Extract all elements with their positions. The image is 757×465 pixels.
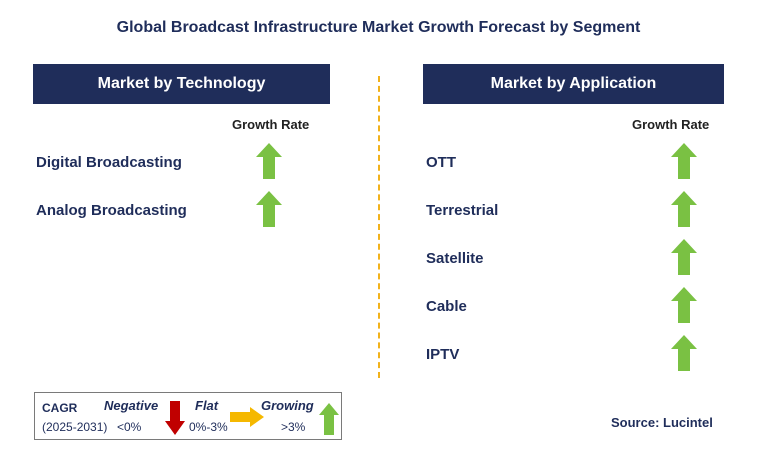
technology-growth-rate-label: Growth Rate xyxy=(232,117,310,132)
application-item-cable: Cable xyxy=(426,298,467,315)
up-arrow-icon xyxy=(671,239,697,275)
legend-negative-range: <0% xyxy=(117,420,142,434)
cagr-legend: CAGR (2025-2031) Negative <0% Flat 0%-3%… xyxy=(34,392,342,440)
legend-flat-label: Flat xyxy=(195,398,219,413)
up-arrow-icon xyxy=(671,191,697,227)
application-item-satellite: Satellite xyxy=(426,250,484,267)
application-item-iptv: IPTV xyxy=(426,346,460,363)
panel-divider xyxy=(378,76,380,378)
technology-item-analog-broadcasting: Analog Broadcasting xyxy=(36,202,187,219)
up-arrow-icon xyxy=(256,143,282,179)
legend-growing-range: >3% xyxy=(281,420,306,434)
right-arrow-icon xyxy=(230,407,264,427)
down-arrow-icon xyxy=(165,401,185,435)
application-item-terrestrial: Terrestrial xyxy=(426,202,499,219)
source-note: Source: Lucintel xyxy=(611,415,713,430)
legend-negative-label: Negative xyxy=(104,398,159,413)
application-item-ott: OTT xyxy=(426,154,456,171)
technology-header: Market by Technology xyxy=(33,64,330,104)
legend-cagr-label: CAGR xyxy=(42,401,78,415)
up-arrow-icon xyxy=(671,287,697,323)
application-growth-rate-label: Growth Rate xyxy=(632,117,710,132)
application-header: Market by Application xyxy=(423,64,724,104)
page-title: Global Broadcast Infrastructure Market G… xyxy=(116,19,641,36)
up-arrow-icon xyxy=(256,191,282,227)
up-arrow-icon xyxy=(671,143,697,179)
technology-item-digital-broadcasting: Digital Broadcasting xyxy=(36,154,182,171)
up-arrow-icon xyxy=(319,403,339,435)
legend-flat-range: 0%-3% xyxy=(189,420,228,434)
legend-period: (2025-2031) xyxy=(42,420,108,434)
legend-growing-label: Growing xyxy=(261,398,314,413)
up-arrow-icon xyxy=(671,335,697,371)
